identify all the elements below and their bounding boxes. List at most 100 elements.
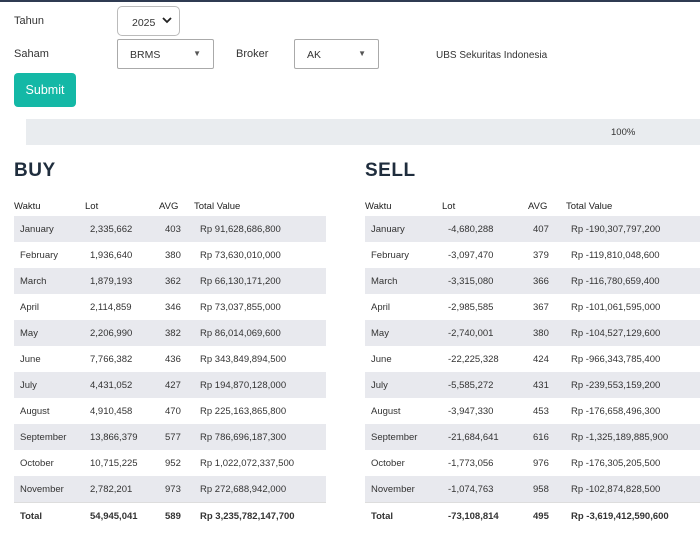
table-row: March -3,315,080 366 Rp -116,780,659,400 [365, 268, 700, 294]
row-lot: -21,684,641 [442, 424, 528, 450]
row-lot: -3,315,080 [442, 268, 528, 294]
row-month: October [365, 450, 442, 476]
table-row: October 10,715,225 952 Rp 1,022,072,337,500 [14, 450, 326, 476]
progress-bar: 100% [26, 119, 700, 145]
row-month: March [365, 268, 442, 294]
table-row: November -1,074,763 958 Rp -102,874,828,500 [365, 476, 700, 503]
submit-button[interactable]: Submit [14, 73, 76, 107]
saham-label: Saham [14, 48, 49, 60]
row-lot: 1,936,640 [85, 242, 159, 268]
buy-table: Waktu Lot AVG Total Value January 2,335,6… [14, 196, 326, 529]
row-month: September [365, 424, 442, 450]
total-avg: 589 [159, 502, 194, 529]
table-row: May 2,206,990 382 Rp 86,014,069,600 [14, 320, 326, 346]
row-lot: -5,585,272 [442, 372, 528, 398]
header-lot: Lot [442, 200, 456, 212]
row-total-value: Rp 225,163,865,800 [194, 398, 326, 424]
row-avg: 367 [528, 294, 566, 320]
row-month: October [14, 450, 85, 476]
row-lot: 4,910,458 [85, 398, 159, 424]
table-row: February -3,097,470 379 Rp -119,810,048,600 [365, 242, 700, 268]
row-total-value: Rp -119,810,048,600 [566, 242, 700, 268]
row-avg: 346 [159, 294, 194, 320]
row-month: February [14, 242, 85, 268]
row-lot: -4,680,288 [442, 216, 528, 242]
row-month: September [14, 424, 85, 450]
row-month: April [14, 294, 85, 320]
table-row: January -4,680,288 407 Rp -190,307,797,200 [365, 216, 700, 242]
row-month: August [14, 398, 85, 424]
header-total-value: Total Value [566, 200, 613, 212]
row-total-value: Rp -104,527,129,600 [566, 320, 700, 346]
broker-select[interactable]: AK ▼ [294, 39, 379, 69]
row-total-value: Rp -116,780,659,400 [566, 268, 700, 294]
table-row: September -21,684,641 616 Rp -1,325,189,885… [365, 424, 700, 450]
row-month: April [365, 294, 442, 320]
total-value: Rp 3,235,782,147,700 [194, 502, 326, 529]
header-avg: AVG [528, 200, 548, 212]
row-avg: 379 [528, 242, 566, 268]
row-month: July [14, 372, 85, 398]
caret-down-icon: ▼ [193, 49, 201, 58]
row-avg: 616 [528, 424, 566, 450]
header-waktu: Waktu [365, 200, 392, 212]
row-avg: 973 [159, 476, 194, 503]
row-month: January [14, 216, 85, 242]
row-avg: 436 [159, 346, 194, 372]
row-month: May [365, 320, 442, 346]
broker-select-value: AK [307, 49, 322, 61]
top-bar [0, 0, 700, 2]
row-lot: 1,879,193 [85, 268, 159, 294]
row-month: January [365, 216, 442, 242]
row-month: November [14, 476, 85, 503]
row-total-value: Rp -966,343,785,400 [566, 346, 700, 372]
row-total-value: Rp 66,130,171,200 [194, 268, 326, 294]
row-total-value: Rp -102,874,828,500 [566, 476, 700, 503]
row-avg: 976 [528, 450, 566, 476]
row-lot: 2,782,201 [85, 476, 159, 503]
row-month: November [365, 476, 442, 503]
row-total-value: Rp 194,870,128,000 [194, 372, 326, 398]
total-avg: 495 [528, 502, 566, 529]
table-header-row: Waktu Lot AVG Total Value [14, 196, 326, 216]
broker-label: Broker [236, 48, 269, 60]
row-avg: 382 [159, 320, 194, 346]
row-lot: -3,947,330 [442, 398, 528, 424]
saham-select[interactable]: BRMS ▼ [117, 39, 214, 69]
table-row: June 7,766,382 436 Rp 343,849,894,500 [14, 346, 326, 372]
table-row: November 2,782,201 973 Rp 272,688,942,000 [14, 476, 326, 503]
total-lot: -73,108,814 [442, 502, 528, 529]
row-total-value: Rp -176,305,205,500 [566, 450, 700, 476]
row-lot: -22,225,328 [442, 346, 528, 372]
row-total-value: Rp -239,553,159,200 [566, 372, 700, 398]
progress-bar-fill [26, 119, 700, 145]
row-avg: 380 [528, 320, 566, 346]
total-label: Total [365, 502, 442, 529]
tahun-select[interactable]: 2025 [117, 6, 180, 36]
caret-down-icon: ▼ [358, 49, 366, 58]
row-lot: 2,114,859 [85, 294, 159, 320]
row-month: May [14, 320, 85, 346]
table-row: May -2,740,001 380 Rp -104,527,129,600 [365, 320, 700, 346]
row-avg: 577 [159, 424, 194, 450]
row-avg: 424 [528, 346, 566, 372]
row-avg: 362 [159, 268, 194, 294]
row-lot: -2,740,001 [442, 320, 528, 346]
row-lot: 10,715,225 [85, 450, 159, 476]
row-avg: 403 [159, 216, 194, 242]
row-total-value: Rp -176,658,496,300 [566, 398, 700, 424]
row-month: June [365, 346, 442, 372]
row-lot: -1,773,056 [442, 450, 528, 476]
row-total-value: Rp 786,696,187,300 [194, 424, 326, 450]
table-row: September 13,866,379 577 Rp 786,696,187,300 [14, 424, 326, 450]
row-lot: -3,097,470 [442, 242, 528, 268]
table-row: January 2,335,662 403 Rp 91,628,686,800 [14, 216, 326, 242]
total-value: Rp -3,619,412,590,600 [566, 502, 700, 529]
row-lot: 4,431,052 [85, 372, 159, 398]
row-month: June [14, 346, 85, 372]
table-row: July 4,431,052 427 Rp 194,870,128,000 [14, 372, 326, 398]
row-total-value: Rp 91,628,686,800 [194, 216, 326, 242]
row-lot: -1,074,763 [442, 476, 528, 503]
tahun-label: Tahun [14, 15, 44, 27]
total-lot: 54,945,041 [85, 502, 159, 529]
